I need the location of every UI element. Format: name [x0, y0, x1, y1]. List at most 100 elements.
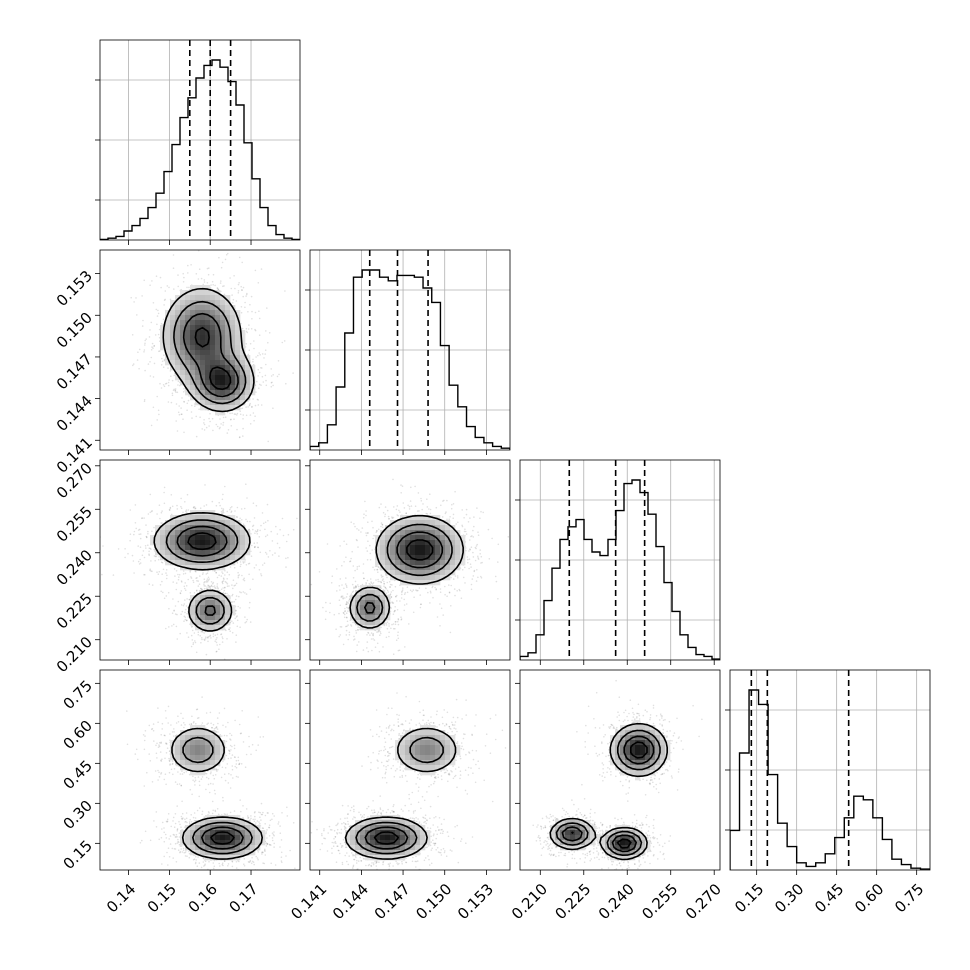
- scatter-point: [216, 637, 218, 639]
- scatter-point: [163, 354, 165, 357]
- scatter-point: [252, 360, 254, 363]
- scatter-point: [326, 543, 329, 545]
- density-cell: [220, 300, 226, 306]
- density-cell: [240, 355, 246, 361]
- density-cell: [245, 540, 251, 546]
- scatter-point: [463, 530, 466, 533]
- scatter-point: [475, 545, 478, 547]
- scatter-point: [234, 584, 237, 586]
- scatter-point: [420, 500, 423, 502]
- density-cell: [220, 560, 226, 566]
- scatter-point: [187, 272, 189, 274]
- scatter-point: [472, 551, 474, 554]
- scatter-point: [283, 340, 286, 342]
- scatter-point: [292, 528, 295, 531]
- scatter-point: [212, 581, 215, 584]
- density-cell: [195, 360, 201, 366]
- density-cell: [190, 530, 196, 536]
- scatter-point: [203, 585, 205, 587]
- scatter-point: [200, 642, 202, 644]
- scatter-point: [384, 506, 387, 508]
- scatter-point: [470, 535, 472, 538]
- scatter-point: [224, 570, 226, 572]
- density-cell: [200, 355, 206, 361]
- scatter-point: [206, 581, 209, 583]
- scatter-point: [256, 529, 259, 531]
- scatter-point: [375, 531, 378, 534]
- scatter-point: [465, 549, 467, 552]
- scatter-point: [179, 592, 182, 595]
- density-cell: [215, 525, 221, 531]
- scatter-point: [211, 500, 214, 503]
- scatter-point: [400, 484, 402, 486]
- scatter-point: [370, 581, 372, 583]
- density-cell: [195, 335, 201, 341]
- scatter-point: [473, 525, 475, 528]
- scatter-point: [195, 273, 198, 275]
- scatter-point: [366, 550, 369, 552]
- scatter-point: [207, 273, 210, 276]
- scatter-point: [411, 590, 413, 593]
- scatter-point: [321, 498, 323, 500]
- scatter-point: [412, 611, 415, 614]
- scatter-point: [190, 576, 192, 578]
- panel-frame-1-0: [99, 249, 301, 451]
- density-cell: [195, 365, 201, 371]
- scatter-point: [245, 564, 248, 566]
- density-cell: [230, 515, 236, 521]
- scatter-point: [245, 483, 247, 486]
- scatter-point: [254, 532, 256, 534]
- density-cell: [235, 365, 241, 371]
- scatter-point: [222, 285, 224, 288]
- density-cell: [175, 325, 181, 331]
- scatter-point: [185, 585, 188, 587]
- scatter-point: [403, 593, 406, 595]
- scatter-point: [220, 290, 222, 293]
- density-cell: [175, 365, 181, 371]
- density-cell: [230, 335, 236, 341]
- scatter-point: [435, 588, 437, 591]
- density-cell: [240, 330, 246, 336]
- density-cell: [230, 520, 236, 526]
- scatter-point: [145, 338, 147, 340]
- density-cell: [185, 330, 191, 336]
- density-cell: [205, 305, 211, 311]
- scatter-point: [241, 574, 243, 577]
- scatter-point: [134, 522, 137, 524]
- scatter-point: [141, 295, 143, 297]
- scatter-point: [228, 585, 230, 587]
- scatter-point: [171, 612, 174, 614]
- density-cell: [170, 520, 176, 526]
- density-cell: [215, 345, 221, 351]
- scatter-point: [159, 382, 161, 385]
- scatter-point: [369, 552, 372, 555]
- scatter-point: [471, 535, 473, 537]
- scatter-point: [144, 342, 146, 345]
- scatter-point: [252, 502, 255, 505]
- scatter-point: [391, 584, 393, 586]
- density-cell: [205, 545, 211, 551]
- scatter-point: [151, 342, 154, 345]
- scatter-point: [222, 510, 224, 512]
- contour-level-2-0-0: [153, 511, 251, 632]
- scatter-point: [181, 397, 183, 399]
- scatter-point: [247, 400, 249, 403]
- scatter-point: [256, 530, 259, 532]
- histogram-step-1: [310, 269, 510, 450]
- density-cell: [215, 535, 221, 541]
- scatter-point: [232, 579, 235, 581]
- density-cell: [180, 305, 186, 311]
- density-cell: [240, 550, 246, 556]
- density-cell: [220, 340, 226, 346]
- scatter-point: [148, 550, 150, 553]
- density-cell: [180, 375, 186, 381]
- scatter-point: [180, 580, 183, 582]
- scatter-point: [235, 641, 237, 643]
- scatter-point: [167, 401, 170, 403]
- scatter-point: [373, 534, 375, 537]
- scatter-point: [160, 511, 163, 514]
- density-cell: [225, 315, 231, 321]
- scatter-point: [219, 643, 221, 646]
- density-cell: [150, 535, 156, 541]
- density-cell: [165, 325, 171, 331]
